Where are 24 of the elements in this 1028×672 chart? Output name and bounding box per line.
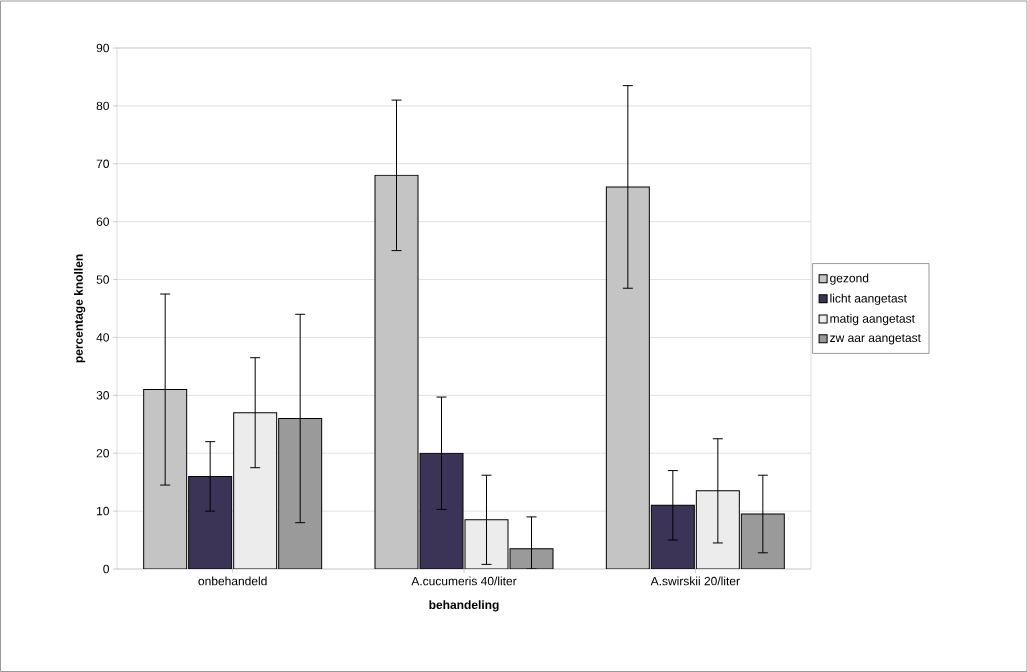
- y-tick-label: 30: [96, 391, 109, 400]
- bar: [188, 475, 233, 569]
- y-tick-label: 20: [96, 448, 109, 458]
- bar: [605, 186, 650, 569]
- x-tick-label: onbehandeld: [198, 576, 267, 586]
- y-tick-label: 10: [97, 506, 109, 516]
- y-tick-label: 70: [96, 159, 109, 169]
- y-tick-label: 60: [96, 217, 109, 226]
- legend-label: zw aar aangetast: [830, 334, 921, 345]
- y-axis-title: percentage knollen: [74, 254, 86, 363]
- y-tick-label: 50: [96, 275, 109, 284]
- legend-label: gezond: [830, 273, 869, 285]
- bar: [374, 174, 419, 569]
- y-tick-label: 80: [96, 101, 109, 111]
- y-tick-label: 90: [96, 43, 109, 53]
- bar: [233, 412, 278, 569]
- y-tick-label: 0: [103, 564, 109, 574]
- bar: [419, 452, 464, 569]
- x-tick-label: A.cucumeris 40/liter: [411, 576, 517, 586]
- legend-label: licht aangetast: [830, 293, 907, 305]
- legend-label: matig aangetast: [830, 313, 915, 326]
- x-tick-label: A.swirskii 20/liter: [650, 576, 740, 586]
- x-axis-title: behandeling: [429, 600, 499, 612]
- y-tick-label: 40: [96, 333, 109, 342]
